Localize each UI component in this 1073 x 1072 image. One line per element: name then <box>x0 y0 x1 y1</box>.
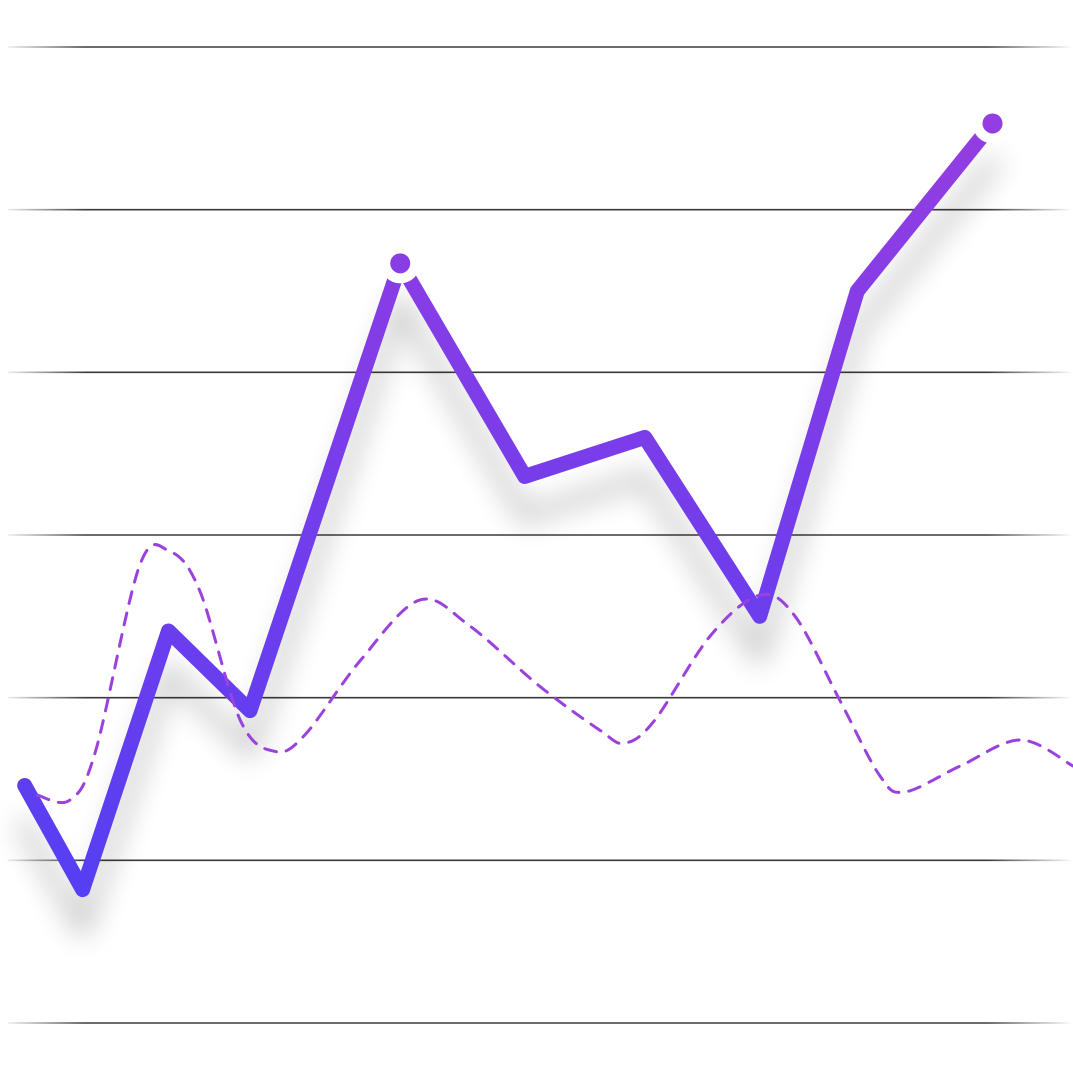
plot-area <box>17 103 1073 898</box>
solid-line <box>17 115 1001 898</box>
marker <box>982 113 1003 134</box>
grid <box>8 46 1071 1024</box>
dashed-line <box>36 543 1073 805</box>
marker <box>390 253 411 274</box>
